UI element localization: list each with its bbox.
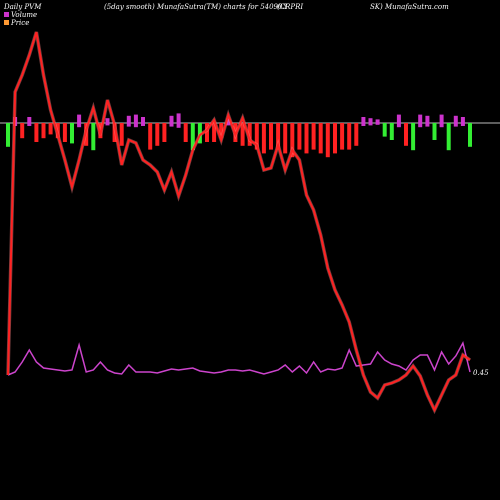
header-right-b: SK) MunafaSutra.com [370, 3, 449, 11]
volume-bar [396, 114, 401, 128]
volume-bar [389, 123, 394, 140]
volume-bar [404, 123, 408, 146]
volume-bar [254, 123, 259, 150]
volume-bar [62, 123, 67, 142]
volume-bar [6, 123, 10, 147]
header-right-a: (CRPRI [277, 3, 303, 11]
volume-bar [460, 117, 465, 126]
volume-bar [432, 123, 437, 140]
volume-bar [20, 123, 25, 139]
header-left: Daily PVM [3, 3, 42, 11]
volume-bar [318, 123, 323, 154]
volume-bar [126, 115, 131, 127]
volume-bars [6, 113, 472, 158]
legend-swatch-price [4, 20, 9, 25]
volume-bar [425, 115, 430, 127]
volume-bar [347, 123, 352, 150]
volume-bar [219, 123, 224, 139]
volume-bar [247, 123, 252, 146]
volume-bar [27, 117, 32, 126]
volume-bar [162, 123, 167, 142]
volume-bar [368, 118, 373, 126]
volume-bar [226, 118, 231, 126]
pvm-line [7, 340, 471, 376]
volume-bar [169, 115, 174, 127]
volume-bar [91, 123, 96, 151]
volume-bar [105, 118, 110, 126]
volume-bar [375, 119, 380, 125]
volume-bar [141, 117, 145, 126]
volume-bar [41, 123, 46, 139]
end-label: 0.45 [473, 369, 489, 377]
volume-bar [361, 117, 366, 126]
legend-label-price: Price [10, 19, 29, 27]
volume-bar [261, 123, 266, 154]
volume-bar [205, 123, 209, 142]
volume-bar [148, 123, 153, 150]
volume-bar [212, 123, 217, 142]
volume-bar [55, 123, 60, 139]
volume-bar [77, 114, 82, 128]
volume-bar [84, 123, 89, 146]
volume-bar [325, 123, 330, 158]
volume-bar [70, 123, 74, 144]
legend: Volume Price [4, 11, 37, 27]
volume-bar [283, 123, 288, 154]
volume-bar [446, 123, 451, 151]
volume-bar [418, 114, 423, 128]
legend-swatch-volume [4, 12, 9, 17]
volume-bar [333, 123, 337, 154]
volume-bar [290, 123, 295, 158]
volume-bar [468, 123, 472, 147]
volume-bar [240, 123, 245, 146]
volume-bar [354, 123, 359, 146]
volume-bar [276, 123, 281, 150]
volume-bar [176, 113, 181, 128]
volume-bar [382, 123, 387, 137]
volume-bar [190, 123, 195, 151]
volume-bar [439, 114, 444, 128]
volume-bar [48, 123, 53, 135]
volume-bar [155, 123, 160, 146]
legend-label-volume: Volume [11, 11, 37, 19]
volume-bar [304, 123, 309, 154]
header-center: (5day smooth) MunafaSutra(TM) charts for… [104, 3, 287, 11]
volume-bar [411, 123, 416, 151]
volume-bar [340, 123, 345, 150]
price-line [7, 31, 471, 413]
volume-bar [34, 123, 39, 142]
volume-bar [453, 115, 458, 127]
volume-bar [183, 123, 188, 142]
volume-bar [297, 123, 302, 150]
volume-bar [197, 123, 202, 144]
volume-bar [311, 123, 316, 150]
volume-bar [269, 123, 273, 150]
volume-bar [119, 123, 124, 146]
volume-bar [112, 123, 117, 142]
volume-bar [133, 114, 138, 128]
